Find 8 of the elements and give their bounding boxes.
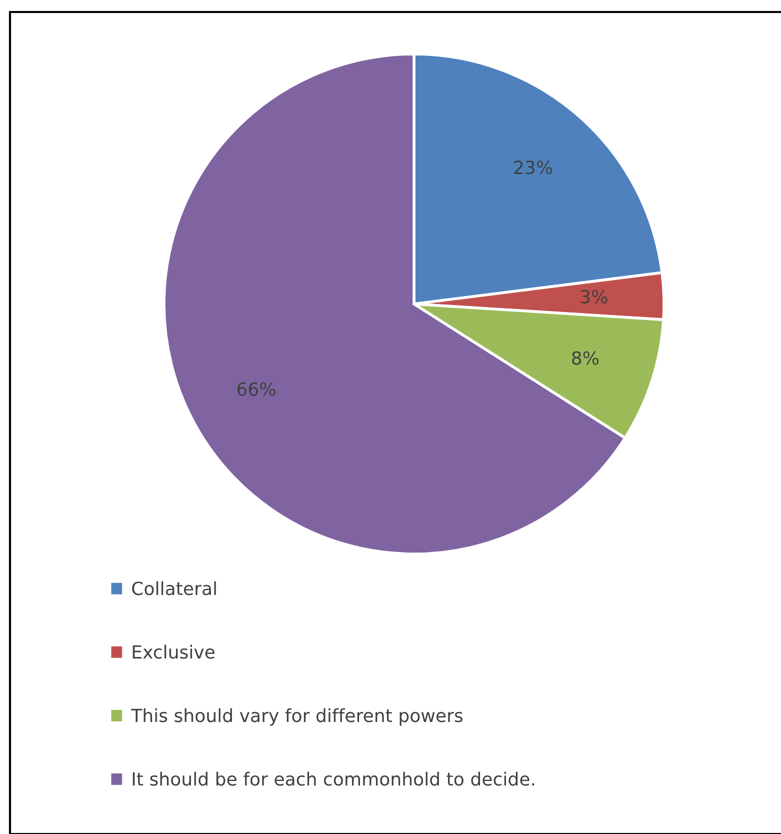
legend-label: Exclusive — [132, 644, 215, 659]
data-label: 66% — [237, 382, 276, 396]
data-label: 23% — [514, 160, 552, 174]
legend-label: Collateral — [132, 581, 216, 596]
data-label: 8% — [572, 351, 599, 365]
data-label: 3% — [580, 290, 608, 304]
legend-label: It should be for each commonhold to decide. — [132, 772, 534, 786]
legend-label: This should vary for different powers — [131, 708, 462, 726]
